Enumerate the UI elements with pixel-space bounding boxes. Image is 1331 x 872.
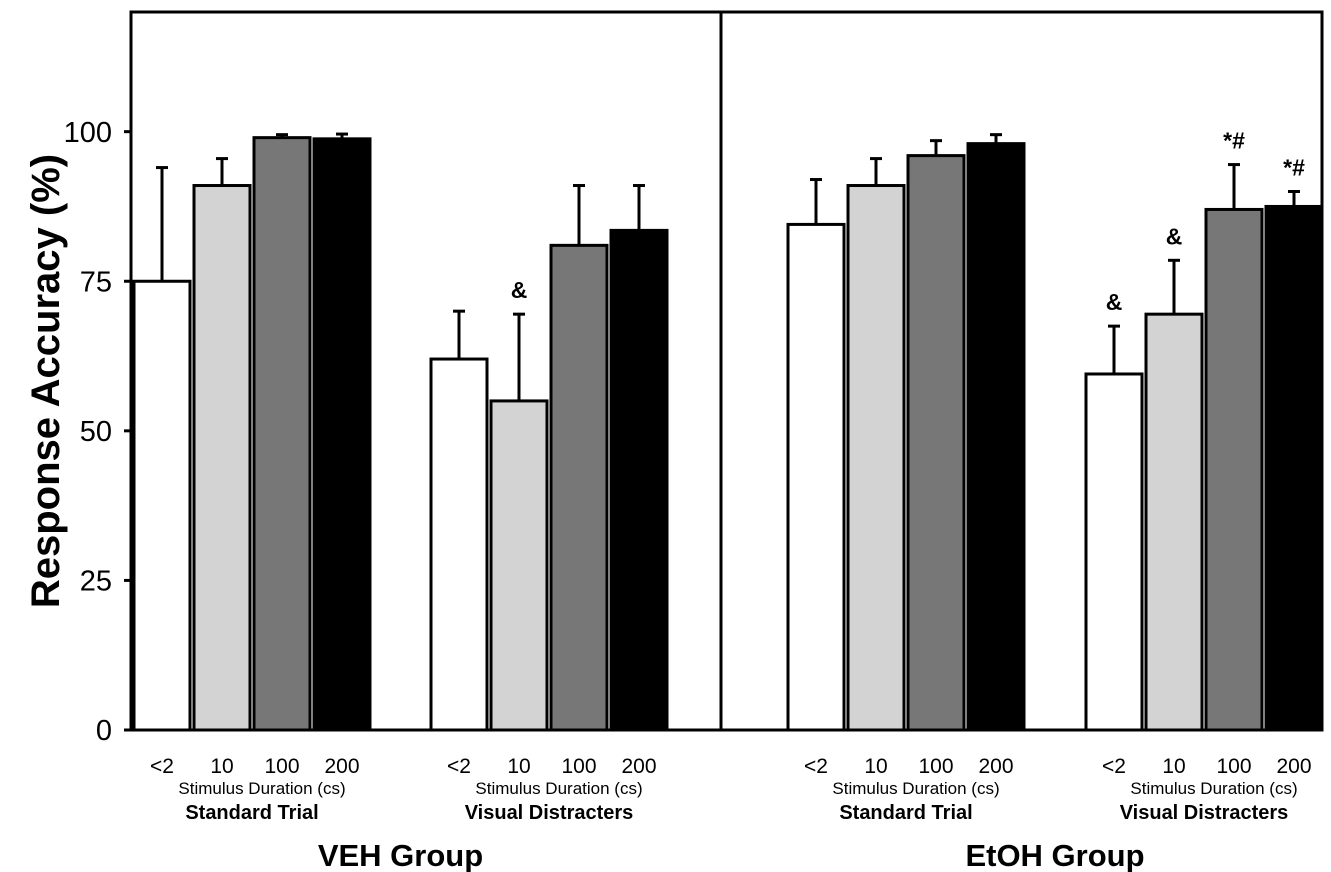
significance-annotation: *# [1223,128,1245,154]
bar [1264,204,1324,732]
bar [1144,312,1204,732]
condition-label: Visual Distracters [1120,802,1289,824]
x-tick-label: <2 [804,755,828,778]
condition-label: Standard Trial [185,802,318,824]
bar [1084,372,1144,732]
x-tick-label: 100 [918,755,953,778]
axis-sublabel: Stimulus Duration (cs) [178,779,345,798]
y-axis-label: Response Accuracy (%) [24,154,68,608]
bar [192,184,252,732]
y-tick-label: 0 [96,715,112,747]
y-tick-label: 75 [80,266,112,298]
bar [549,243,609,732]
significance-annotation: & [1106,289,1123,315]
bars-layer: & & & *# *# [132,128,1324,732]
bar [312,137,372,732]
bar [906,154,966,732]
y-tick-label: 25 [80,566,112,598]
bar [786,222,846,732]
y-axis: 0 25 50 75 100 [64,117,131,747]
bar [1204,207,1264,732]
x-tick-label: 200 [1276,755,1311,778]
x-tick-label: <2 [150,755,174,778]
x-tick-label: <2 [447,755,471,778]
group-label: VEH Group [318,838,483,872]
bar [609,228,669,732]
bar [252,136,312,732]
x-tick-label: 10 [210,755,233,778]
significance-annotation: *# [1283,155,1305,181]
x-tick-label: <2 [1102,755,1126,778]
x-tick-label: 10 [864,755,887,778]
x-tick-label: 100 [1216,755,1251,778]
bar [489,399,549,732]
significance-annotation: & [1166,223,1183,249]
x-tick-label: 200 [621,755,656,778]
bar [966,142,1026,732]
x-tick-label: 200 [978,755,1013,778]
bar [846,184,906,732]
x-tick-label: 100 [264,755,299,778]
axis-sublabel: Stimulus Duration (cs) [832,779,999,798]
y-tick-label: 100 [64,117,112,149]
condition-label: Visual Distracters [465,802,634,824]
x-tick-label: 10 [507,755,530,778]
x-tick-label: 200 [324,755,359,778]
axis-sublabel: Stimulus Duration (cs) [1130,779,1297,798]
y-tick-label: 50 [80,416,112,448]
bar [429,357,489,732]
significance-annotation: & [511,277,528,303]
group-label: EtOH Group [965,838,1144,872]
x-tick-label: 100 [561,755,596,778]
x-tick-label: 10 [1162,755,1185,778]
bar [132,279,192,732]
condition-label: Standard Trial [839,802,972,824]
axis-sublabel: Stimulus Duration (cs) [475,779,642,798]
